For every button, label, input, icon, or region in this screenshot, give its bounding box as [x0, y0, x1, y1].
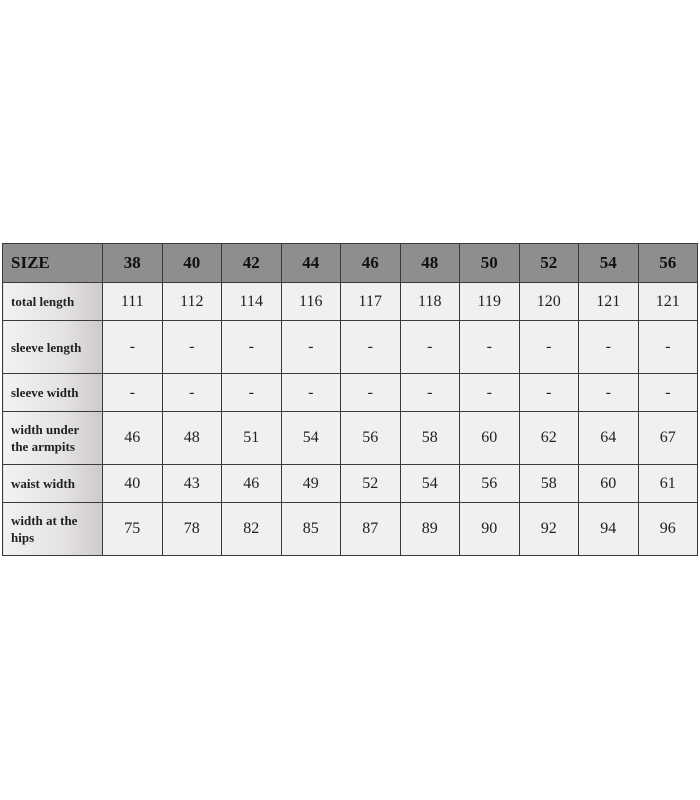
cell-value: -	[578, 373, 639, 412]
measure-row: sleeve width - - - - - - - - - -	[2, 373, 698, 412]
cell-value: 56	[340, 411, 401, 465]
row-label: width at the hips	[2, 502, 103, 556]
cell-value: 60	[459, 411, 520, 465]
cell-value: 52	[340, 464, 401, 503]
size-header: 40	[161, 243, 222, 283]
cell-value: 43	[161, 464, 222, 503]
cell-value: 117	[340, 282, 401, 321]
cell-value: -	[340, 320, 401, 374]
cell-value: -	[459, 373, 520, 412]
cell-value: -	[221, 373, 282, 412]
cell-value: 64	[578, 411, 639, 465]
cell-value: 87	[340, 502, 401, 556]
measure-row: sleeve length - - - - - - - - - -	[2, 320, 698, 374]
size-header: 52	[518, 243, 579, 283]
size-table: SIZE 38 40 42 44 46 48 50 52 54 56 total length 11…	[2, 243, 698, 556]
cell-value: -	[578, 320, 639, 374]
cell-value: 46	[221, 464, 282, 503]
row-label: width under the armpits	[2, 411, 103, 465]
cell-value: 96	[637, 502, 698, 556]
size-header: 42	[221, 243, 282, 283]
table-body: total length 111 112 114 116 117 118 119 120 121 1…	[2, 282, 698, 556]
cell-value: -	[637, 373, 698, 412]
cell-value: 58	[399, 411, 460, 465]
cell-value: 61	[637, 464, 698, 503]
cell-value: 49	[280, 464, 341, 503]
cell-value: 92	[518, 502, 579, 556]
cell-value: 121	[578, 282, 639, 321]
measure-row: width at the hips 75 78 82 85 87 89 90 92 94 96	[2, 502, 698, 556]
cell-value: 51	[221, 411, 282, 465]
cell-value: -	[102, 320, 163, 374]
cell-value: 121	[637, 282, 698, 321]
cell-value: 46	[102, 411, 163, 465]
cell-value: 48	[161, 411, 222, 465]
cell-value: 67	[637, 411, 698, 465]
cell-value: 111	[102, 282, 163, 321]
cell-value: -	[399, 373, 460, 412]
size-header: 46	[340, 243, 401, 283]
cell-value: 60	[578, 464, 639, 503]
cell-value: -	[221, 320, 282, 374]
size-header: 56	[637, 243, 698, 283]
row-label: sleeve width	[2, 373, 103, 412]
header-label: SIZE	[2, 243, 103, 283]
measure-row: waist width 40 43 46 49 52 54 56 58 60 61	[2, 464, 698, 503]
cell-value: 90	[459, 502, 520, 556]
cell-value: -	[459, 320, 520, 374]
cell-value: 75	[102, 502, 163, 556]
cell-value: 120	[518, 282, 579, 321]
cell-value: -	[161, 373, 222, 412]
cell-value: -	[399, 320, 460, 374]
cell-value: 118	[399, 282, 460, 321]
header-row: SIZE 38 40 42 44 46 48 50 52 54 56	[2, 243, 698, 283]
cell-value: 58	[518, 464, 579, 503]
row-label: sleeve length	[2, 320, 103, 374]
size-header: 38	[102, 243, 163, 283]
cell-value: -	[518, 373, 579, 412]
cell-value: 85	[280, 502, 341, 556]
cell-value: 112	[161, 282, 222, 321]
cell-value: -	[161, 320, 222, 374]
size-header: 44	[280, 243, 341, 283]
cell-value: 78	[161, 502, 222, 556]
cell-value: 56	[459, 464, 520, 503]
cell-value: -	[280, 373, 341, 412]
cell-value: -	[340, 373, 401, 412]
cell-value: 94	[578, 502, 639, 556]
cell-value: 62	[518, 411, 579, 465]
cell-value: 114	[221, 282, 282, 321]
cell-value: -	[637, 320, 698, 374]
cell-value: 54	[280, 411, 341, 465]
measure-row: width under the armpits 46 48 51 54 56 58 60 62 6…	[2, 411, 698, 465]
cell-value: 89	[399, 502, 460, 556]
size-header: 48	[399, 243, 460, 283]
cell-value: 116	[280, 282, 341, 321]
cell-value: -	[102, 373, 163, 412]
cell-value: 82	[221, 502, 282, 556]
size-header: 50	[459, 243, 520, 283]
size-header: 54	[578, 243, 639, 283]
cell-value: 54	[399, 464, 460, 503]
table-header: SIZE 38 40 42 44 46 48 50 52 54 56	[2, 243, 698, 283]
row-label: total length	[2, 282, 103, 321]
cell-value: 40	[102, 464, 163, 503]
row-label: waist width	[2, 464, 103, 503]
measure-row: total length 111 112 114 116 117 118 119 120 121 1…	[2, 282, 698, 321]
cell-value: -	[518, 320, 579, 374]
cell-value: -	[280, 320, 341, 374]
cell-value: 119	[459, 282, 520, 321]
